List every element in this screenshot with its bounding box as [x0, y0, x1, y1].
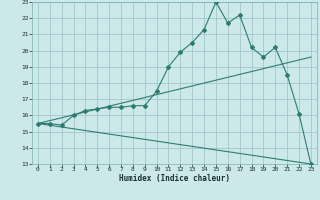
X-axis label: Humidex (Indice chaleur): Humidex (Indice chaleur) [119, 174, 230, 183]
